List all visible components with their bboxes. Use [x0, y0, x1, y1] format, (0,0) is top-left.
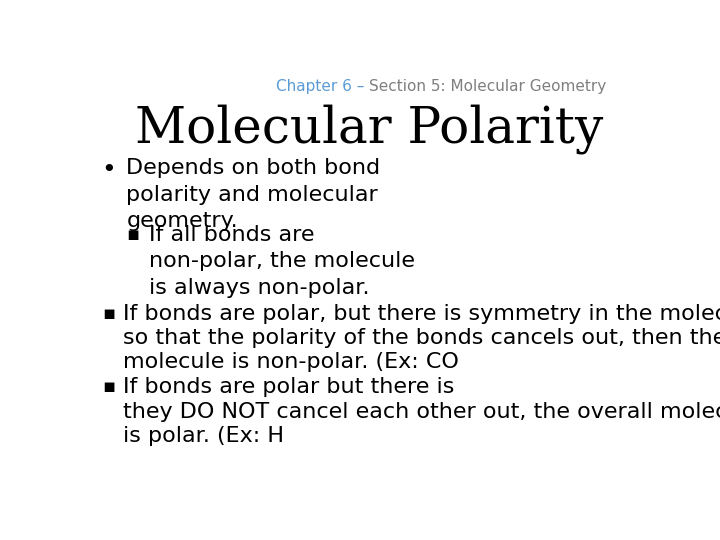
Text: Chapter 6 –: Chapter 6 –: [276, 79, 369, 94]
Text: molecule is non-polar. (Ex: CO: molecule is non-polar. (Ex: CO: [124, 352, 459, 372]
Text: ▪: ▪: [102, 377, 115, 396]
Text: •: •: [101, 158, 116, 183]
Text: they DO NOT cancel each other out, the overall molecule: they DO NOT cancel each other out, the o…: [124, 402, 720, 422]
Text: ▪: ▪: [126, 225, 140, 244]
Text: Depends on both bond
polarity and molecular
geometry.: Depends on both bond polarity and molecu…: [126, 158, 380, 231]
Text: If bonds are polar, but there is symmetry in the molecule: If bonds are polar, but there is symmetr…: [124, 304, 720, 324]
Text: Molecular Polarity: Molecular Polarity: [135, 104, 603, 154]
Text: ▪: ▪: [102, 304, 115, 323]
Text: Section 5: Molecular Geometry: Section 5: Molecular Geometry: [369, 79, 606, 94]
Text: so that the polarity of the bonds cancels out, then the: so that the polarity of the bonds cancel…: [124, 328, 720, 348]
Text: is polar. (Ex: H: is polar. (Ex: H: [124, 426, 284, 446]
Text: If all bonds are
non-polar, the molecule
is always non-polar.: If all bonds are non-polar, the molecule…: [148, 225, 415, 298]
Text: If bonds are polar but there is: If bonds are polar but there is: [124, 377, 462, 397]
